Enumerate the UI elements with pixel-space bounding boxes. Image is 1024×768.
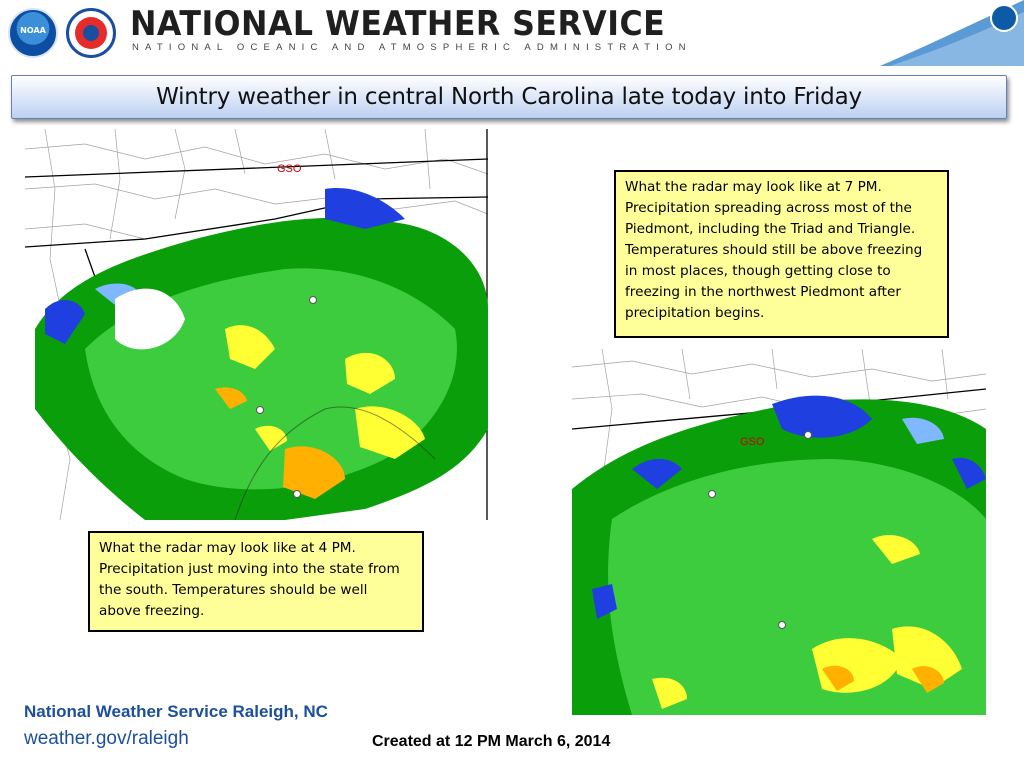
radar-map-4pm: GSO — [25, 129, 488, 520]
radar-map-7pm: GSO — [572, 349, 986, 715]
org-subtitle: NATIONAL OCEANIC AND ATMOSPHERIC ADMINIS… — [132, 42, 692, 53]
nws-logo — [66, 8, 116, 58]
slide-title: Wintry weather in central North Carolina… — [156, 84, 862, 110]
radar-4pm-gso-label: GSO — [277, 163, 302, 175]
radar-7pm-gso-label: GSO — [740, 436, 765, 448]
noaa-logo-text: NOAA — [20, 26, 46, 35]
slide-header: NOAA NATIONAL WEATHER SERVICE NATIONAL O… — [0, 0, 1024, 70]
title-bar: Wintry weather in central North Carolina… — [11, 75, 1007, 119]
org-title: NATIONAL WEATHER SERVICE — [130, 4, 666, 44]
noaa-logo: NOAA — [8, 8, 58, 58]
footer-office-name: National Weather Service Raleigh, NC — [24, 702, 328, 721]
radar-map-4pm-image: GSO — [25, 129, 488, 520]
doc-logo — [990, 4, 1018, 32]
header-swoosh-decoration — [880, 0, 1024, 66]
callout-4pm: What the radar may look like at 4 PM. Pr… — [88, 531, 424, 632]
callout-7pm: What the radar may look like at 7 PM. Pr… — [614, 170, 949, 338]
radar-map-7pm-image: GSO — [572, 349, 986, 715]
footer-created-timestamp: Created at 12 PM March 6, 2014 — [372, 733, 611, 750]
footer-url[interactable]: weather.gov/raleigh — [24, 728, 189, 749]
